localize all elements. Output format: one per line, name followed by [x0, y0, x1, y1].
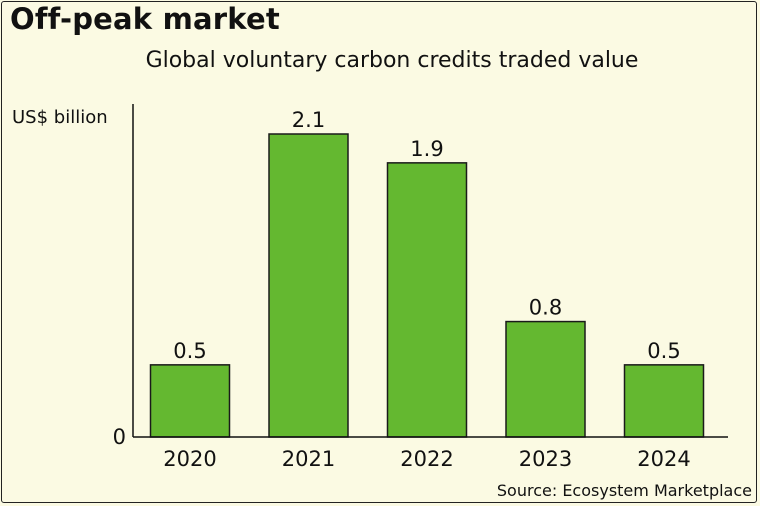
bar-2024: [623, 364, 705, 438]
x-tick-label-2023: 2023: [519, 447, 572, 471]
y-tick-label: 0: [113, 425, 126, 449]
bar-2020: [149, 364, 231, 438]
x-tick-label-2021: 2021: [282, 447, 335, 471]
data-label-2020: 0.5: [173, 339, 206, 363]
x-tick-label-2024: 2024: [637, 447, 690, 471]
data-label-2024: 0.5: [647, 339, 680, 363]
bar-2023: [505, 320, 586, 438]
data-label-2022: 1.9: [410, 137, 443, 161]
data-label-2021: 2.1: [292, 108, 325, 132]
chart-title: Off-peak market: [10, 2, 280, 36]
x-tick-label-2022: 2022: [400, 447, 453, 471]
bar-2021: [268, 133, 349, 438]
data-label-2023: 0.8: [529, 296, 562, 320]
chart-subtitle: Global voluntary carbon credits traded v…: [145, 48, 639, 73]
source-note: Source: Ecosystem Marketplace: [496, 481, 752, 500]
y-axis-label: US$ billion: [12, 107, 108, 128]
bar-2022: [386, 162, 468, 438]
x-tick-label-2020: 2020: [163, 447, 216, 471]
